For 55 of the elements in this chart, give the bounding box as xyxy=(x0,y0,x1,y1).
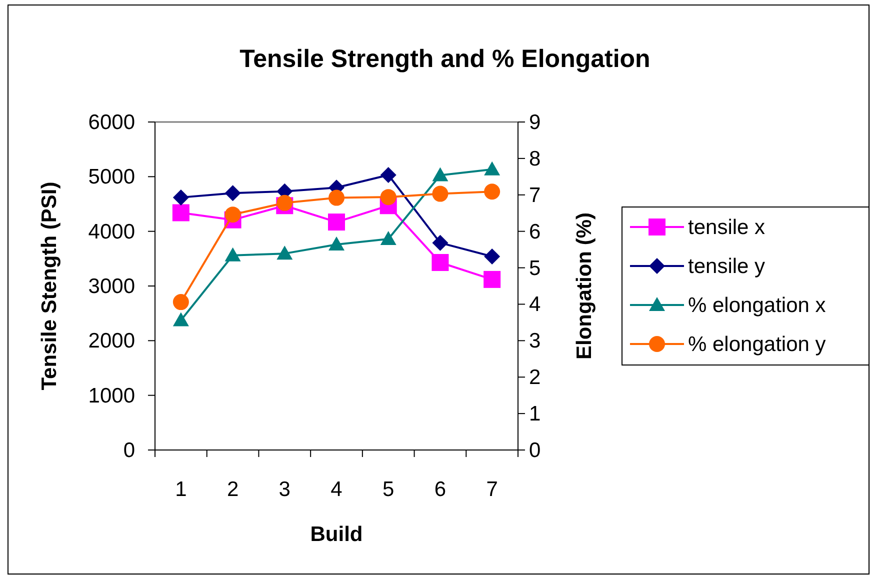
y-axis-title: Tensile Stength (PSI) xyxy=(38,182,61,390)
y-tick-label: 4000 xyxy=(88,220,135,244)
point xyxy=(432,234,448,251)
point xyxy=(484,161,500,176)
y2-tick-label: 0 xyxy=(529,439,541,462)
x-tick-label: 5 xyxy=(382,478,394,501)
x-tick-label: 3 xyxy=(278,478,290,501)
x-tick-label: 4 xyxy=(330,478,343,501)
y-tick-label: 2000 xyxy=(88,330,135,353)
point xyxy=(380,189,396,206)
point xyxy=(328,214,345,231)
point xyxy=(432,254,449,271)
y2-tick-label: 1 xyxy=(529,402,541,426)
point xyxy=(172,312,189,326)
y2-tick-label: 8 xyxy=(529,147,541,170)
point xyxy=(484,270,501,288)
legend-label: % elongation x xyxy=(688,294,826,317)
y-tick-label: 0 xyxy=(123,439,135,462)
point xyxy=(432,167,448,182)
x-axis-title: Build xyxy=(310,523,363,546)
point xyxy=(484,248,500,264)
point xyxy=(224,247,241,262)
legend-label: tensile y xyxy=(688,255,766,278)
y-tick-label: 1000 xyxy=(88,384,135,408)
y2-tick-label: 2 xyxy=(529,366,541,390)
point xyxy=(380,167,396,184)
x-tick-label: 2 xyxy=(226,478,239,501)
chart-title: Tensile Strength and % Elongation xyxy=(240,45,650,73)
point xyxy=(172,294,189,310)
legend-label: tensile x xyxy=(688,216,766,239)
point xyxy=(328,236,344,250)
y2-tick-label: 9 xyxy=(529,111,541,134)
point xyxy=(328,190,344,206)
x-tick-label: 7 xyxy=(486,478,498,501)
y-tick-label: 3000 xyxy=(88,275,135,298)
y-tick-label: 6000 xyxy=(88,111,135,134)
x-tick-label: 1 xyxy=(175,478,187,501)
point xyxy=(276,194,293,211)
legend-label: % elongation y xyxy=(688,333,826,356)
y2-tick-label: 5 xyxy=(529,256,541,280)
point xyxy=(432,186,448,202)
y-tick-label: 5000 xyxy=(88,166,135,189)
y2-axis-title: Elongation (%) xyxy=(573,212,596,360)
point xyxy=(172,189,189,206)
y2-tick-label: 7 xyxy=(529,184,541,207)
point xyxy=(484,184,500,200)
point xyxy=(224,206,241,223)
y2-tick-label: 6 xyxy=(529,220,541,244)
y2-tick-label: 3 xyxy=(529,330,541,353)
point xyxy=(380,230,396,245)
x-tick-label: 6 xyxy=(434,478,446,501)
y2-tick-label: 4 xyxy=(529,293,541,316)
point xyxy=(172,204,190,222)
point xyxy=(276,246,293,260)
point xyxy=(224,185,241,202)
